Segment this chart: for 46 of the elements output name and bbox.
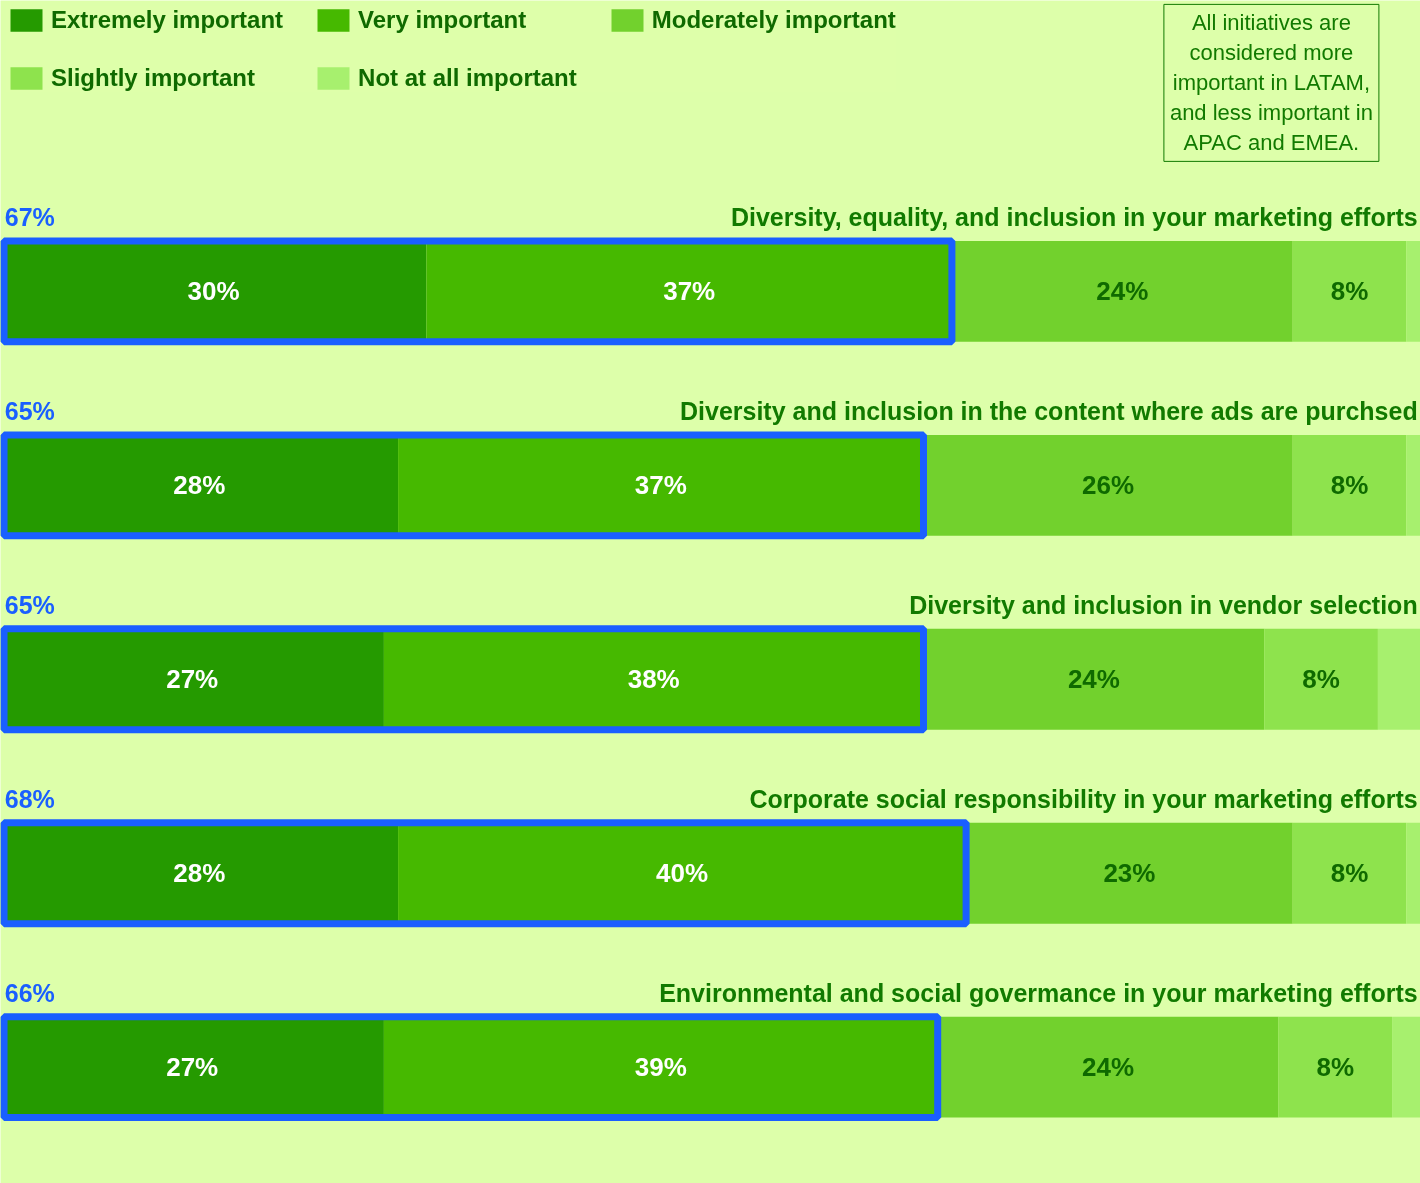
data-label: 38% xyxy=(627,664,680,695)
annotation: 65% xyxy=(4,397,55,426)
data-label: 24% xyxy=(1096,276,1149,307)
bar xyxy=(1292,434,1407,536)
data-label: 8% xyxy=(1330,276,1369,307)
bar xyxy=(1406,434,1420,536)
data-label: 28% xyxy=(173,470,226,501)
data-label: 23% xyxy=(1103,858,1156,889)
data-label: 8% xyxy=(1330,858,1369,889)
data-label: 40% xyxy=(656,858,709,889)
bar xyxy=(1377,628,1420,730)
bar xyxy=(1278,1016,1393,1118)
data-label: 28% xyxy=(173,858,226,889)
y-tick-label: Diversity and inclusion in the content where ads are purchsed xyxy=(679,397,1418,426)
bar xyxy=(1264,628,1378,730)
data-label: 37% xyxy=(634,470,687,501)
bar xyxy=(1406,240,1420,342)
y-tick-label: Diversity, equality, and inclusion in your marketing efforts xyxy=(730,203,1418,232)
data-label: 37% xyxy=(663,276,716,307)
legend-label: Extremely important xyxy=(51,6,284,34)
legend-label: Not at all important xyxy=(358,64,577,92)
bar xyxy=(1392,1016,1420,1118)
data-label: 8% xyxy=(1330,470,1369,501)
bar xyxy=(1292,822,1407,924)
bar xyxy=(1406,822,1420,924)
y-tick-label: Environmental and social govermance in your marketing efforts xyxy=(659,979,1418,1008)
y-tick-label: Corporate social responsibility in your marketing efforts xyxy=(749,785,1418,814)
bar xyxy=(1292,240,1407,342)
legend-label: Very important xyxy=(358,6,527,34)
annotation: 65% xyxy=(4,591,55,620)
data-label: 30% xyxy=(187,276,240,307)
data-label: 24% xyxy=(1067,664,1120,695)
data-label: 27% xyxy=(166,1052,219,1083)
annotation: All initiatives are considered more important in LATAM, and less important in APAC and EMEA. xyxy=(1169,10,1373,156)
annotation: 67% xyxy=(4,203,55,232)
y-tick-label: Diversity and inclusion in vendor selection xyxy=(909,591,1418,620)
data-label: 8% xyxy=(1316,1052,1355,1083)
legend-label: Slightly important xyxy=(51,64,255,92)
data-label: 27% xyxy=(166,664,219,695)
legend-label: Moderately important xyxy=(651,6,896,34)
annotation: 66% xyxy=(4,979,55,1008)
data-label: 24% xyxy=(1082,1052,1135,1083)
annotation: 68% xyxy=(4,785,55,814)
data-label: 8% xyxy=(1302,664,1340,695)
data-label: 39% xyxy=(634,1052,687,1083)
data-label: 26% xyxy=(1082,470,1135,501)
